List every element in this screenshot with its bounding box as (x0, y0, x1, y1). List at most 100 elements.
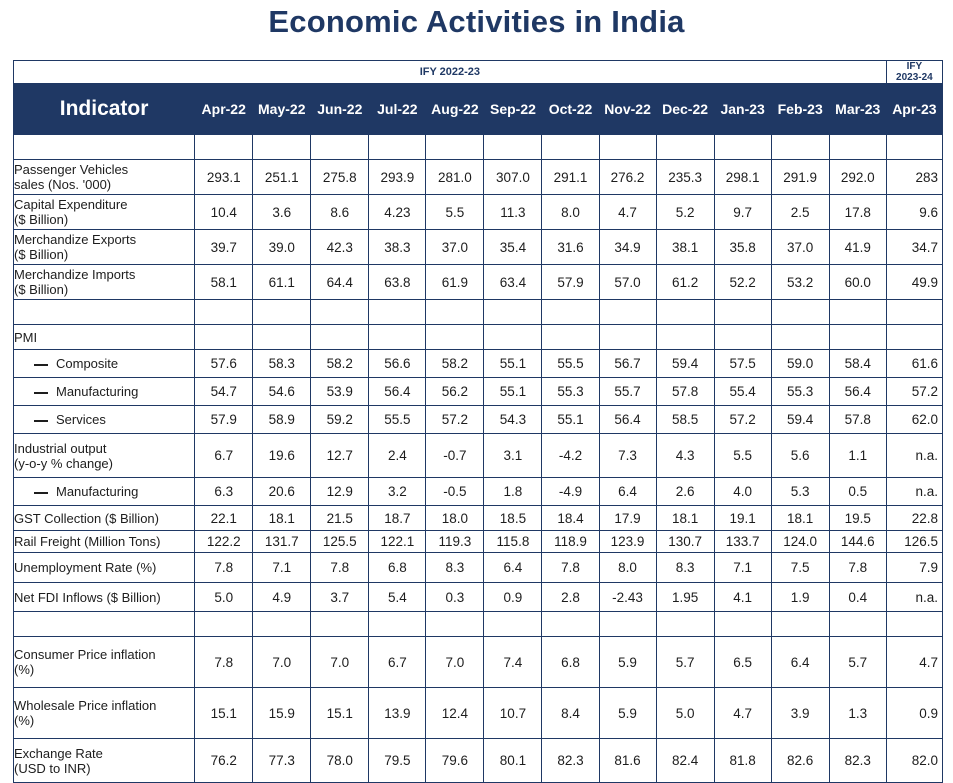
value-cell: 82.0 (885, 738, 944, 783)
value-cell: 55.4 (713, 377, 772, 406)
value-cell: 60.0 (828, 264, 887, 300)
value-cell: 5.9 (598, 636, 657, 688)
value-cell: 5.0 (655, 687, 715, 739)
dash-icon (34, 391, 48, 394)
value-cell: 6.8 (368, 552, 427, 583)
row-label-line: Manufacturing (56, 484, 139, 499)
value-cell (310, 324, 370, 350)
value-cell: 144.6 (828, 530, 887, 553)
value-cell: 38.3 (368, 229, 427, 265)
row-label-line: Services (56, 412, 106, 427)
value-cell: 18.0 (425, 505, 485, 531)
value-cell: 4.0 (713, 477, 772, 506)
table-row: Rail Freight (Million Tons) 122.2 131.7 125… (12, 530, 944, 553)
table-row: Net FDI Inflows ($ Billion) 5.0 4.9 3.7 5.4 0… (12, 582, 944, 612)
value-cell: 131.7 (252, 530, 312, 553)
value-cell: 8.3 (655, 552, 715, 583)
value-cell (655, 134, 715, 160)
value-cell: 133.7 (713, 530, 772, 553)
value-cell: 56.4 (598, 405, 657, 434)
value-cell: 292.0 (828, 159, 887, 195)
row-label-line: ($ Billion) (14, 247, 69, 262)
value-cell: 82.6 (770, 738, 830, 783)
value-cell (368, 134, 427, 160)
table-row: Exchange Rate (USD to INR) 76.2 77.3 78.0 79.… (12, 738, 944, 783)
value-cell: 10.4 (194, 194, 254, 230)
row-label-line: (%) (14, 713, 35, 728)
value-cell (713, 324, 772, 350)
value-cell: 7.3 (598, 433, 657, 478)
value-cell (483, 299, 543, 325)
value-cell (885, 299, 944, 325)
value-cell: 80.1 (483, 738, 543, 783)
row-label-line: ($ Billion) (14, 212, 69, 227)
row-label-line: Wholesale Price inflation (14, 698, 157, 713)
row-label-line: Net FDI Inflows ($ Billion) (14, 589, 161, 605)
row-label: Merchandize Exports ($ Billion) (12, 229, 196, 265)
value-cell (828, 134, 887, 160)
value-cell: 15.9 (252, 687, 312, 739)
value-cell: 1.9 (770, 582, 830, 612)
value-cell (541, 299, 600, 325)
value-cell: 59.0 (770, 349, 830, 378)
value-cell: 56.4 (368, 377, 427, 406)
value-cell: 4.7 (598, 194, 657, 230)
value-cell (425, 611, 485, 637)
value-cell: 61.1 (252, 264, 312, 300)
value-cell (770, 299, 830, 325)
value-cell: 57.6 (194, 349, 254, 378)
table-row: PMI (12, 324, 944, 350)
value-cell (828, 611, 887, 637)
row-label: Passenger Vehicles sales (Nos. '000) (12, 159, 196, 195)
value-cell (194, 299, 254, 325)
value-cell: 6.7 (368, 636, 427, 688)
value-cell: 7.0 (425, 636, 485, 688)
value-cell: 5.7 (828, 636, 887, 688)
month-header: Aug-22 (425, 83, 485, 135)
value-cell: 37.0 (770, 229, 830, 265)
row-label-line: (y-o-y % change) (14, 455, 113, 471)
fiscal-year-header-row: IFY 2022-23 IFY 2023-24 (13, 60, 944, 84)
value-cell: 39.0 (252, 229, 312, 265)
table-row: Manufacturing 54.7 54.6 53.9 56.4 56.2 55.1 55.… (12, 377, 944, 406)
row-label: Net FDI Inflows ($ Billion) (12, 582, 196, 612)
table-row: Manufacturing 6.3 20.6 12.9 3.2 -0.5 1.8 -4.9 6.… (12, 477, 944, 506)
value-cell: 34.9 (598, 229, 657, 265)
value-cell: 9.7 (713, 194, 772, 230)
month-header-row: Indicator Apr-22 May-22 Jun-22 Jul-22 Aug-22… (12, 83, 944, 135)
value-cell: 235.3 (655, 159, 715, 195)
value-cell: 5.3 (770, 477, 830, 506)
dash-icon (34, 419, 48, 422)
value-cell (310, 299, 370, 325)
value-cell (483, 324, 543, 350)
value-cell (425, 324, 485, 350)
value-cell: 12.9 (310, 477, 370, 506)
value-cell: 2.8 (541, 582, 600, 612)
value-cell: 59.2 (310, 405, 370, 434)
value-cell: 11.3 (483, 194, 543, 230)
row-label-line: Merchandize Exports (14, 232, 137, 247)
value-cell: 21.5 (310, 505, 370, 531)
table-row: Passenger Vehicles sales (Nos. '000) 293.1… (12, 159, 944, 195)
value-cell: 6.5 (713, 636, 772, 688)
value-cell: 126.5 (885, 530, 944, 553)
value-cell: 18.1 (252, 505, 312, 531)
table-row: Merchandize Exports ($ Billion) 39.7 39.0 42… (12, 229, 944, 265)
value-cell (368, 299, 427, 325)
value-cell (310, 611, 370, 637)
value-cell: 19.5 (828, 505, 887, 531)
row-label-line: Capital Expenditure (14, 197, 128, 212)
value-cell: 15.1 (310, 687, 370, 739)
value-cell (598, 611, 657, 637)
value-cell: 56.4 (828, 377, 887, 406)
value-cell: 7.8 (194, 636, 254, 688)
value-cell (194, 134, 254, 160)
value-cell: -4.9 (541, 477, 600, 506)
row-label: Merchandize Imports ($ Billion) (12, 264, 196, 300)
value-cell: 63.8 (368, 264, 427, 300)
value-cell: 6.7 (194, 433, 254, 478)
row-label (12, 611, 196, 637)
value-cell: 58.5 (655, 405, 715, 434)
value-cell: 12.4 (425, 687, 485, 739)
value-cell (655, 299, 715, 325)
